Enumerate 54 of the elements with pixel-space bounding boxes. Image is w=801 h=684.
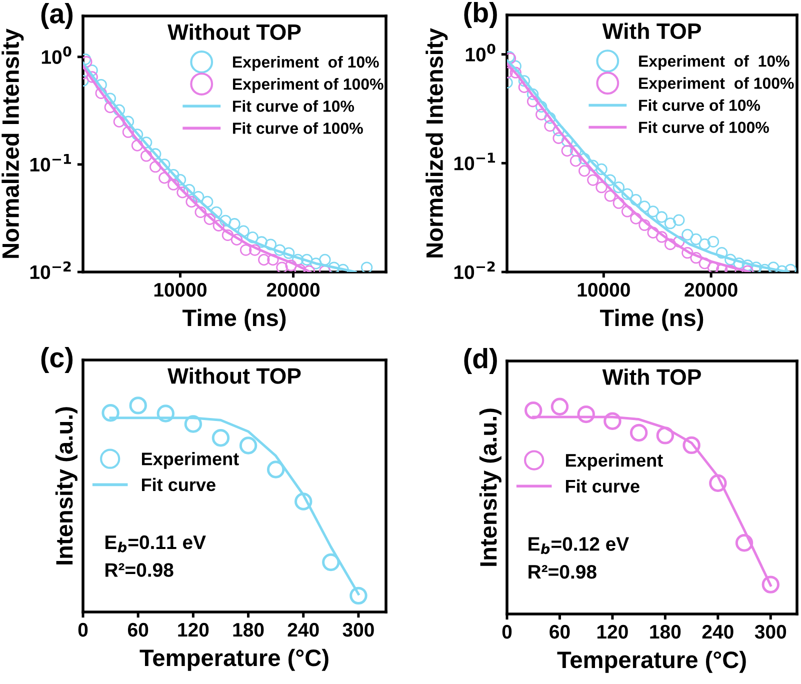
x-tick-label: 180 — [650, 624, 681, 639]
x-axis-title: Time (ns) — [600, 308, 704, 331]
text: (b) — [464, 2, 497, 28]
annotation: R²=0.98 — [528, 564, 596, 579]
x-tick-label: 240 — [288, 622, 319, 637]
x-tick-label: 20000 — [684, 282, 738, 297]
y-tick-label: 10$^{−1}$ — [30, 154, 71, 172]
chart-title: With TOP — [602, 22, 701, 40]
text: (c) — [41, 347, 73, 373]
x-tick-label: 10000 — [154, 282, 206, 297]
x-axis-title: Temperature (°C) — [140, 648, 328, 671]
y-axis-title: Intensity (a.u.) — [479, 408, 502, 566]
legend-label: Experiment — [566, 454, 663, 470]
annotation: E$_{b}$=0.12 eV — [528, 537, 629, 554]
legend-label: Experiment of 100% — [639, 77, 794, 92]
legend-label: Fit curve of 100% — [639, 121, 769, 134]
x-tick-label: 60 — [128, 622, 148, 637]
x-tick-label: 300 — [342, 622, 374, 637]
y-tick-label: 10$^{−2}$ — [30, 261, 71, 280]
legend-label: Fit curve of 10% — [233, 100, 354, 112]
legend-label: Experiment — [142, 452, 239, 469]
legend-label: Fit curve — [142, 478, 216, 492]
x-tick-label: 0 — [502, 624, 512, 639]
y-tick-label: 10$^{−1}$ — [454, 152, 495, 170]
x-tick-label: 20000 — [266, 282, 320, 297]
x-axis-title: Time (ns) — [182, 308, 286, 331]
x-tick-label: 120 — [178, 622, 209, 637]
y-axis-title: Normalized Intensity — [2, 28, 24, 258]
legend-label: Fit curve of 100% — [233, 122, 363, 134]
chart-title: Without TOP — [168, 24, 301, 40]
x-axis-title: Temperature (°C) — [557, 650, 746, 673]
legend-label: Fit curve of 10% — [639, 99, 760, 111]
x-tick-label: 180 — [233, 622, 264, 637]
annotation: E$_{b}$=0.11 eV — [106, 535, 206, 552]
y-tick-label: 10$^{−2}$ — [454, 261, 495, 280]
x-tick-label: 120 — [597, 624, 628, 639]
text: (a) — [41, 3, 73, 29]
chart-title: With TOP — [602, 368, 701, 385]
y-tick-label: 10$^{0}$ — [466, 44, 496, 62]
text: (d) — [464, 348, 497, 374]
legend-label: Experiment of 10% — [233, 56, 379, 71]
legend-label: Experiment of 100% — [233, 78, 384, 93]
legend-label: Fit curve — [566, 479, 640, 493]
chart-title: Without TOP — [168, 368, 301, 384]
x-tick-label: 240 — [702, 624, 734, 639]
x-tick-label: 60 — [550, 624, 570, 639]
y-tick-label: 10$^{0}$ — [42, 46, 72, 64]
legend-label: Experiment of 10% — [639, 55, 790, 70]
y-axis-title: Intensity (a.u.) — [55, 407, 78, 564]
x-tick-label: 10000 — [578, 282, 630, 297]
annotation: R²=0.98 — [106, 563, 174, 577]
x-tick-label: 300 — [754, 624, 786, 639]
y-axis-title: Normalized Intensity — [426, 28, 448, 258]
x-tick-label: 0 — [78, 622, 88, 637]
